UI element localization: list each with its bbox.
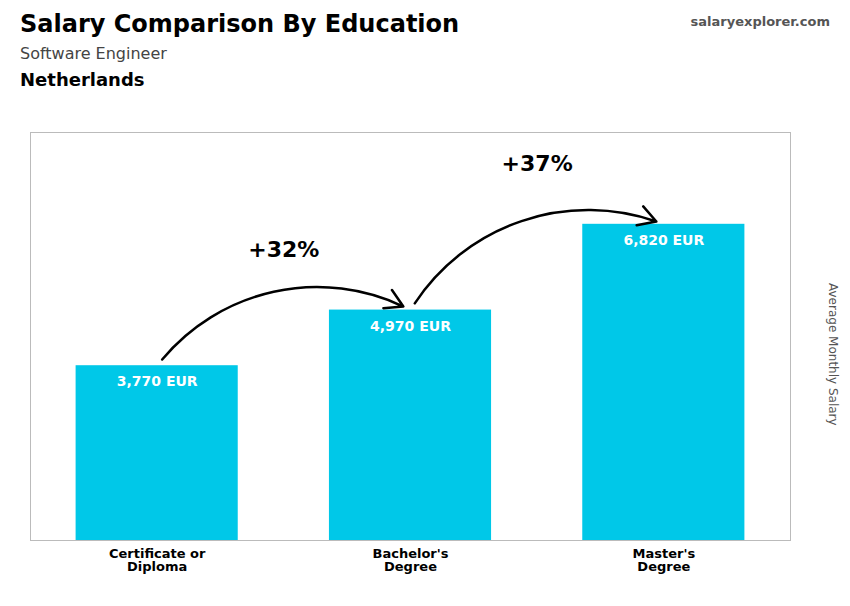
html-text:Salary Comparison By Education: Salary Comparison By Education bbox=[20, 10, 460, 38]
svg-text:6,820 EUR: 6,820 EUR bbox=[623, 232, 704, 248]
svg-text:Certificate orDiploma: Certificate orDiploma bbox=[109, 546, 206, 574]
svg-text:3,770 EUR: 3,770 EUR bbox=[117, 373, 198, 389]
svg-text:Bachelor'sDegree: Bachelor'sDegree bbox=[373, 546, 449, 574]
svg-text:+37%: +37% bbox=[502, 151, 573, 176]
html-text:Software Engineer: Software Engineer bbox=[20, 44, 167, 63]
svg-text:+32%: +32% bbox=[248, 237, 319, 262]
html-text:Average Monthly Salary: Average Monthly Salary bbox=[826, 282, 840, 426]
html-text:salaryexplorer.com: salaryexplorer.com bbox=[690, 14, 830, 29]
svg-text:Master'sDegree: Master'sDegree bbox=[633, 546, 696, 574]
html-text:Netherlands: Netherlands bbox=[20, 69, 145, 90]
svg-text:4,970 EUR: 4,970 EUR bbox=[370, 318, 451, 334]
